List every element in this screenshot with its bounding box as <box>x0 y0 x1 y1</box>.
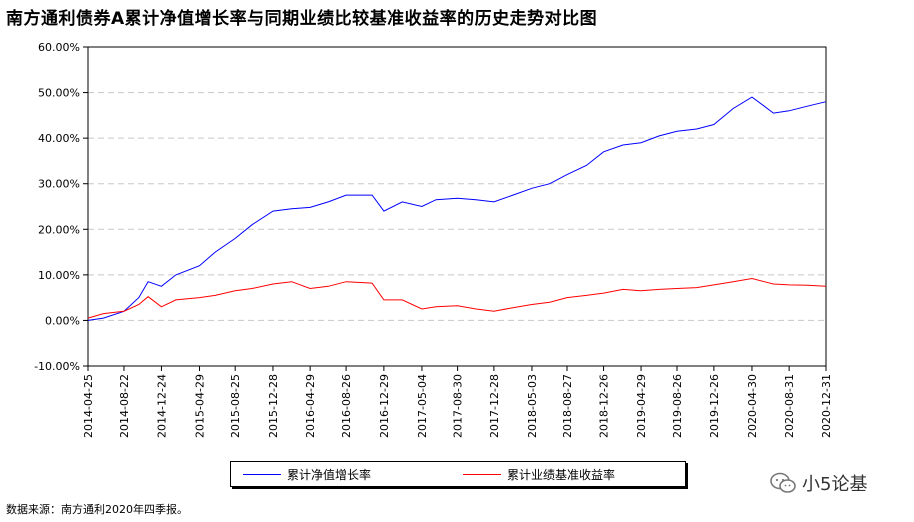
x-tick-label: 2019-12-26 <box>708 374 721 438</box>
y-tick-label: 30.00% <box>38 178 80 191</box>
legend-swatch-benchmark <box>463 474 501 475</box>
x-tick-label: 2018-12-26 <box>598 374 611 438</box>
y-tick-label: 40.00% <box>38 132 80 145</box>
wechat-logo-icon <box>770 472 796 493</box>
y-tick-label: 10.00% <box>38 269 80 282</box>
x-tick-label: 2014-08-22 <box>118 374 131 438</box>
y-tick-label: -10.00% <box>34 360 80 373</box>
chart-title: 南方通利债券A累计净值增长率与同期业绩比较基准收益率的历史走势对比图 <box>6 9 598 29</box>
x-tick-label: 2015-12-28 <box>267 374 280 438</box>
x-tick-label: 2016-08-26 <box>340 374 353 438</box>
chart-legend: 累计净值增长率 累计业绩基准收益率 <box>230 461 686 487</box>
watermark-text: 小5论基 <box>802 474 868 495</box>
x-tick-label: 2016-04-29 <box>304 374 317 438</box>
x-tick-label: 2017-08-30 <box>452 374 465 438</box>
x-tick-label: 2020-12-31 <box>820 374 833 438</box>
y-tick-label: 50.00% <box>38 87 80 100</box>
x-tick-label: 2016-12-29 <box>378 374 391 438</box>
x-tick-label: 2019-04-29 <box>635 374 648 438</box>
x-tick-label: 2017-05-04 <box>416 374 429 438</box>
x-tick-label: 2018-05-03 <box>526 374 539 438</box>
x-tick-label: 2020-08-31 <box>783 374 796 438</box>
source-note: 数据来源：南方通利2020年四季报。 <box>6 503 188 516</box>
x-tick-label: 2020-04-30 <box>746 374 759 438</box>
watermark: 小5论基 <box>770 470 867 496</box>
legend-swatch-fund <box>243 474 281 475</box>
legend-label-fund: 累计净值增长率 <box>287 468 372 482</box>
x-tick-label: 2014-12-24 <box>155 374 168 438</box>
x-tick-label: 2015-08-25 <box>229 374 242 438</box>
x-tick-label: 2015-04-29 <box>194 374 207 438</box>
x-tick-label: 2017-12-28 <box>488 374 501 438</box>
plot-frame <box>87 46 827 367</box>
y-tick-label: 0.00% <box>45 314 80 327</box>
legend-label-benchmark: 累计业绩基准收益率 <box>507 468 616 482</box>
y-tick-label: 20.00% <box>38 223 80 236</box>
legend-item-fund: 累计净值增长率 <box>243 466 371 483</box>
legend-item-benchmark: 累计业绩基准收益率 <box>463 466 615 483</box>
series-line-benchmark <box>87 277 827 319</box>
x-tick-label: 2019-08-26 <box>671 374 684 438</box>
y-tick-label: 60.00% <box>38 41 80 54</box>
series-line-fund <box>87 96 827 321</box>
x-tick-label: 2018-08-27 <box>561 374 574 438</box>
x-tick-label: 2014-04-25 <box>82 374 95 438</box>
